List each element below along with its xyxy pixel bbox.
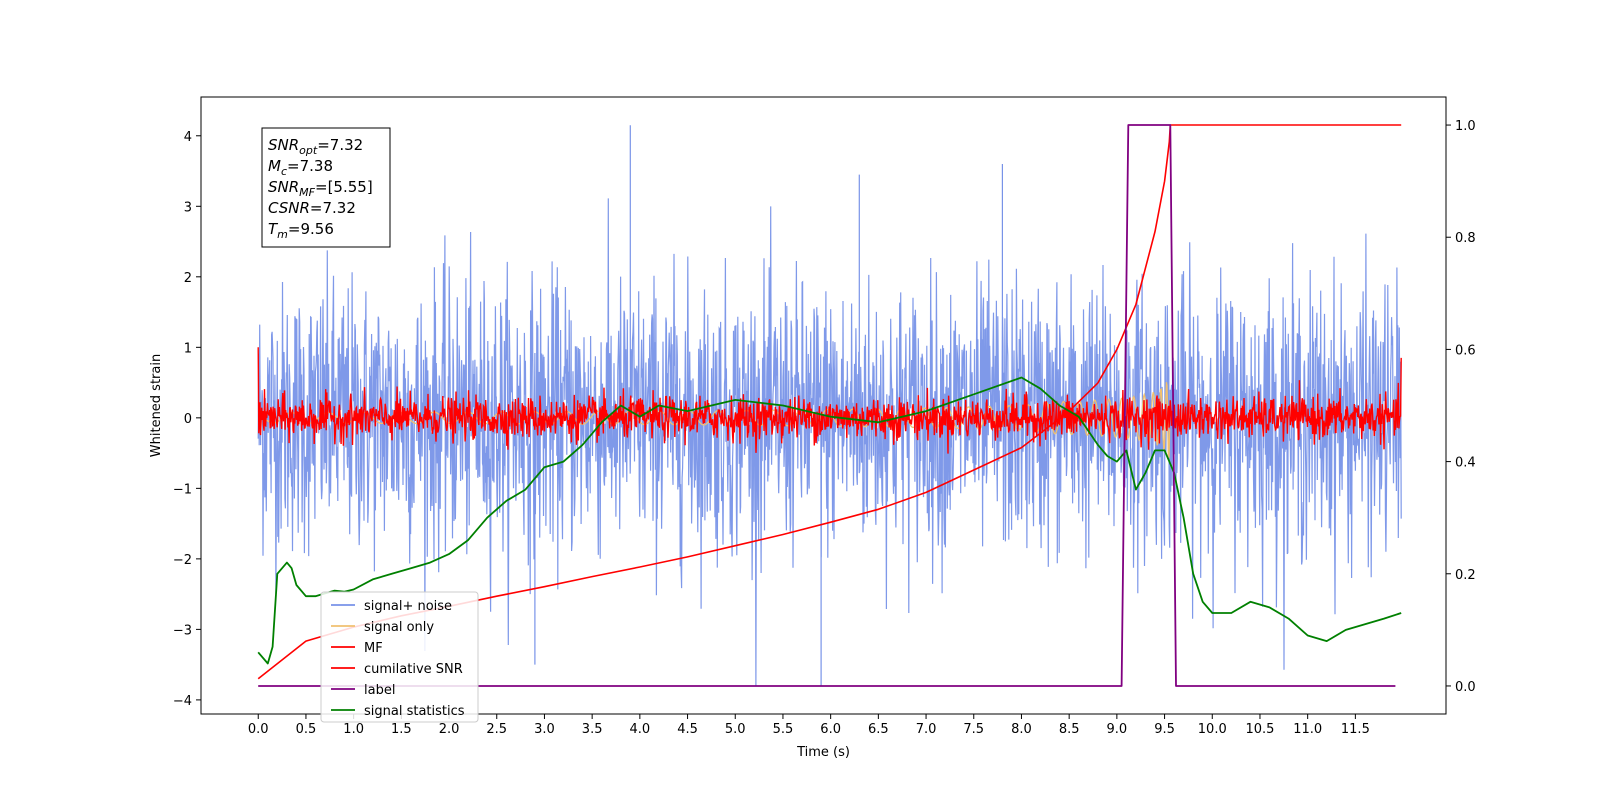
x-tick-label: 0.0 — [248, 722, 269, 737]
x-tick-label: 4.5 — [677, 722, 698, 737]
annotation-tm: Tm=9.56 — [268, 220, 334, 241]
annotation-snr-mf: SNRMF=[5.55] — [268, 178, 373, 199]
plot-frame — [200, 96, 1447, 715]
x-tick-label: 1.5 — [391, 722, 412, 737]
x-tick-label: 10.0 — [1198, 722, 1227, 737]
y2-tick-label: 0.8 — [1455, 231, 1476, 246]
legend-entry-label: MF — [364, 641, 383, 656]
x-tick-label: 3.5 — [582, 722, 603, 737]
legend-frame — [320, 591, 479, 723]
x-tick-label: 9.0 — [1107, 722, 1128, 737]
x-tick-label: 8.5 — [1059, 722, 1080, 737]
series-label — [258, 124, 1396, 687]
x-tick-label: 11.0 — [1293, 722, 1322, 737]
series-layer — [257, 124, 1402, 687]
x-tick-label: 2.5 — [486, 722, 507, 737]
y2-tick-label: 0.0 — [1455, 680, 1476, 695]
series-signal-statistics — [257, 376, 1402, 665]
y2-tick-label: 1.0 — [1455, 119, 1476, 134]
x-tick-label: 10.5 — [1245, 722, 1274, 737]
x-tick-label: 5.5 — [773, 722, 794, 737]
x-tick-label: 0.5 — [296, 722, 317, 737]
annotation-mc: Mc=7.38 — [268, 157, 333, 178]
annotation-frame — [261, 127, 391, 248]
y-tick-label: −2 — [173, 553, 192, 568]
x-tick-label: 6.5 — [868, 722, 889, 737]
y-tick-label: 0 — [184, 412, 192, 427]
legend-entry-label: signal+ noise — [364, 599, 452, 614]
y2-tick-label: 0.4 — [1455, 456, 1476, 471]
y2-tick-label: 0.6 — [1455, 343, 1476, 358]
x-tick-label: 1.0 — [343, 722, 364, 737]
y2-tick-label: 0.2 — [1455, 568, 1476, 583]
x-tick-label: 6.0 — [820, 722, 841, 737]
y-tick-label: 3 — [184, 200, 192, 215]
x-tick-label: 7.0 — [916, 722, 937, 737]
x-tick-label: 3.0 — [534, 722, 555, 737]
y-tick-label: −1 — [173, 482, 192, 497]
series-signal-noise-spikes — [534, 125, 1003, 686]
legend: signal+ noise signal only MF cumilative SNR… — [320, 591, 479, 723]
y-axis-label: Whitened strain — [149, 354, 164, 457]
y-tick-label: 2 — [184, 271, 192, 286]
x-tick-label: 8.0 — [1011, 722, 1032, 737]
series-signal-noise — [257, 198, 1402, 686]
annotation-box: SNRopt=7.32 Mc=7.38 SNRMF=[5.55] CSNR=7.… — [261, 127, 391, 248]
x-tick-label: 5.0 — [725, 722, 746, 737]
y-tick-label: −3 — [173, 623, 192, 638]
x-tick-label: 11.5 — [1341, 722, 1370, 737]
annotation-csnr: CSNR=7.32 — [268, 199, 356, 217]
x-tick-label: 7.5 — [963, 722, 984, 737]
legend-entry-label: cumilative SNR — [364, 662, 463, 677]
y-tick-label: −4 — [173, 694, 192, 709]
x-tick-label: 4.0 — [630, 722, 651, 737]
axes-layer: 0.0 0.5 1.0 1.5 2.0 2.5 3.0 3.5 4.0 4.5 5.0 5.5 6.0 6… — [173, 119, 1476, 737]
legend-entry-label: label — [364, 683, 395, 698]
legend-entry-label: signal statistics — [364, 704, 465, 719]
y-tick-label: 1 — [184, 341, 192, 356]
annotation-snr-opt: SNRopt=7.32 — [268, 136, 363, 157]
x-tick-label: 2.0 — [439, 722, 460, 737]
legend-entry-label: signal only — [364, 620, 434, 635]
x-tick-label: 9.5 — [1154, 722, 1175, 737]
x-axis-label: Time (s) — [796, 745, 850, 760]
y-tick-label: 4 — [184, 130, 192, 145]
